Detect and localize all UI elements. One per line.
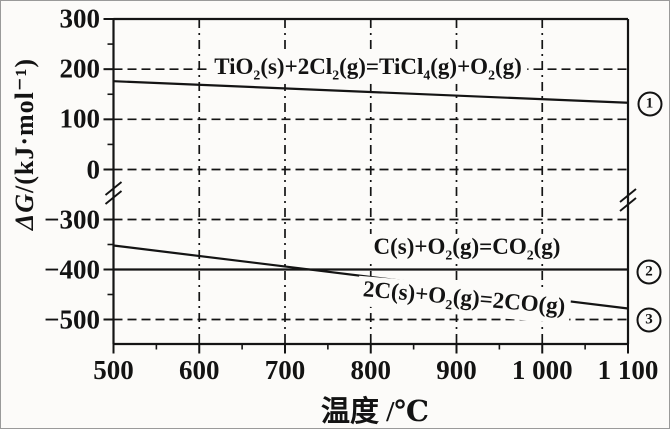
y-tick-label: 100: [59, 103, 101, 134]
y-tick-label: −300: [44, 204, 100, 234]
y-tick-label: 300: [59, 3, 101, 34]
series-1-line: [113, 80, 629, 104]
reaction-2-label: C(s)+O2(g)=CO2(g): [368, 233, 566, 265]
y-tick-label: 200: [59, 53, 101, 84]
y-tick-label: −400: [44, 254, 100, 284]
axis-break-mark: [619, 197, 637, 212]
series-1-badge: 1: [637, 91, 662, 116]
y-tick-label: 0: [86, 154, 101, 184]
x-tick-label: 1 000: [511, 355, 573, 385]
x-axis-title: 温度 /℃: [320, 396, 430, 428]
y-axis-title-symbol: G: [10, 192, 39, 213]
x-tick-label: 800: [350, 355, 392, 385]
x-tick-label: 600: [179, 355, 220, 385]
x-tick-label: 900: [436, 355, 477, 385]
y-tick-label: −500: [44, 304, 100, 334]
y-axis-title-unit: /(kJ·mol⁻¹): [10, 57, 39, 193]
axis-break-mark: [104, 181, 123, 196]
series-2-badge: 2: [636, 259, 662, 285]
reaction-1-label: TiO2(s)+2Cl2(g)=TiCl4(g)+O2(g): [209, 53, 527, 85]
x-tick-label: 500: [93, 355, 134, 385]
series-3-badge: 3: [636, 307, 662, 332]
y-axis-title: ΔG/(kJ·mol⁻¹): [10, 58, 40, 230]
x-tick-label: 1 100: [597, 355, 659, 385]
axis-break-mark: [104, 190, 123, 205]
y-axis-title-delta: Δ: [10, 212, 39, 231]
axis-break-mark: [619, 188, 637, 203]
x-tick-label: 700: [264, 355, 306, 385]
